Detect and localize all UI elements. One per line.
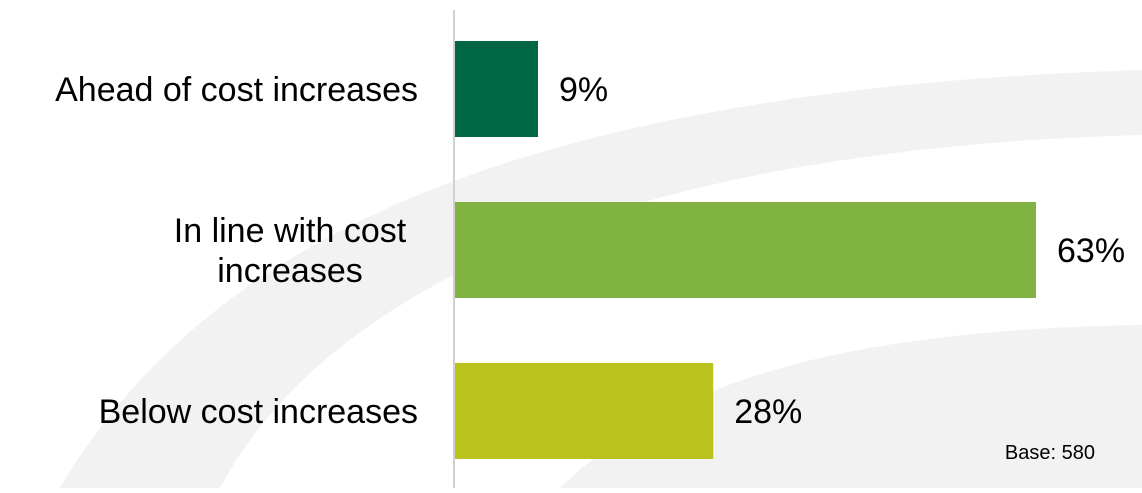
value-label-2: 28%	[734, 393, 802, 431]
category-label-2: Below cost increases	[99, 393, 418, 431]
category-label-0: Ahead of cost increases	[55, 71, 418, 109]
category-label-1-line-1: increases	[217, 252, 363, 290]
base-note: Base: 580	[1005, 442, 1095, 464]
value-label-0: 9%	[559, 71, 608, 109]
bar-0	[455, 41, 538, 137]
bar-2	[455, 363, 714, 459]
watermark-arc-upper	[60, 70, 1142, 488]
value-labels-group: 9% 63% 28%	[559, 71, 1125, 431]
bar-1	[455, 202, 1036, 298]
category-label-1-line-0: In line with cost	[174, 212, 407, 250]
bars-group	[455, 41, 1036, 459]
category-label-1: In line with cost increases	[174, 212, 407, 290]
category-labels-group: Ahead of cost increases In line with cost…	[55, 71, 418, 431]
value-label-1: 63%	[1057, 232, 1125, 270]
